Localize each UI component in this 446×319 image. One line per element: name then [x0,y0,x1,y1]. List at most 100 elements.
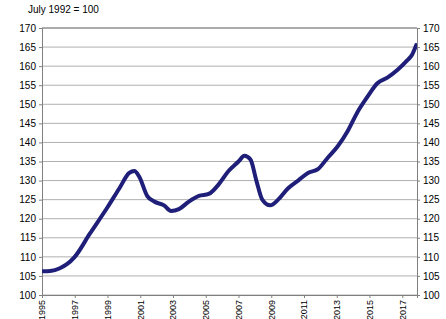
tick-label: 170 [423,23,440,34]
tick: 105 [417,271,440,282]
tick-label: 130 [423,175,440,186]
tick-mark [108,295,109,298]
tick: 2017 [398,295,408,319]
tick-mark [75,295,76,298]
axis-line [418,29,421,296]
tick-mark [39,295,42,296]
grid-line [42,66,417,67]
grid-line [42,85,417,86]
tick: 135 [19,156,42,167]
tick-label: 2015 [365,300,375,319]
x-axis: 1995199719992001200320052007200920112013… [37,295,417,319]
tick-label: 2005 [201,300,211,319]
tick-mark [173,295,174,298]
tick-mark [370,295,371,298]
tick-label: 1995 [37,300,47,319]
tick: 2007 [234,295,244,319]
axis-line [39,29,43,296]
line [42,45,416,271]
tick-mark [39,123,42,124]
tick: 165 [19,42,42,53]
tick-mark [417,66,420,67]
tick-mark [39,28,42,29]
grid-line [42,28,417,29]
tick: 145 [19,118,42,129]
tick-label: 120 [423,213,440,224]
tick: 170 [417,23,440,34]
tick-mark [417,219,420,220]
tick: 120 [19,213,42,224]
tick-mark [206,295,207,298]
tick-mark [417,104,420,105]
tick-mark [39,104,42,105]
y-axis-right: 1001051101151201251301351401451501551601… [417,23,440,301]
tick: 160 [417,61,440,72]
tick-mark [39,47,42,48]
tick-mark [39,238,42,239]
tick-mark [39,181,42,182]
tick-label: 1997 [70,300,80,319]
tick: 105 [19,271,42,282]
tick: 155 [417,80,440,91]
tick-label: 2001 [136,300,146,319]
chart: July 1992 = 100 100 105 110 115 120 125 130 135 1… [0,0,446,319]
tick: 1997 [70,295,80,319]
tick: 1999 [103,295,113,319]
tick-mark [417,123,420,124]
grid-line [42,180,417,181]
tick: 2011 [299,295,309,319]
grid-line [42,161,417,162]
grid-line [42,237,417,238]
tick-label: 120 [19,213,36,224]
tick-label: 2013 [332,300,342,319]
tick-mark [417,181,420,182]
tick-mark [39,200,42,201]
tick-label: 140 [423,137,440,148]
tick: 115 [417,232,439,243]
tick-mark [39,142,42,143]
title: July 1992 = 100 [28,4,99,15]
tick-label: 100 [19,290,36,301]
tick-label: 125 [423,194,440,205]
tick: 140 [417,137,440,148]
tick-label: 160 [19,61,36,72]
tick-mark [417,28,420,29]
tick: 1995 [37,295,47,319]
tick-mark [417,85,420,86]
tick-label: 135 [19,156,36,167]
tick-label: 150 [19,99,36,110]
tick-mark [39,85,42,86]
tick: 135 [417,156,440,167]
tick: 145 [417,118,440,129]
tick-mark [39,257,42,258]
tick-label: 145 [19,118,36,129]
tick-mark [417,162,420,163]
tick: 155 [19,80,42,91]
tick: 160 [19,61,42,72]
tick-mark [39,66,42,67]
tick-mark [417,238,420,239]
tick-label: 140 [19,137,36,148]
tick-label: 110 [423,252,439,263]
grid-line [42,199,417,200]
grid-line [42,123,417,124]
tick-label: 155 [423,80,440,91]
tick-label: 115 [20,232,36,243]
grid [42,28,417,295]
y-axis: 1001051101151201251301351401451501551601… [19,23,42,301]
tick-label: 170 [19,23,36,34]
tick-mark [417,276,420,277]
tick: 2009 [267,295,277,319]
tick: 170 [19,23,42,34]
tick: 125 [19,194,42,205]
tick-label: 135 [423,156,440,167]
tick-label: 165 [19,42,36,53]
tick-label: 130 [19,175,36,186]
tick-label: 105 [19,271,36,282]
tick: 100 [19,290,42,301]
tick-mark [304,295,305,298]
tick: 165 [417,42,440,53]
tick: 130 [19,175,42,186]
tick-mark [39,162,42,163]
grid-line [42,47,417,48]
